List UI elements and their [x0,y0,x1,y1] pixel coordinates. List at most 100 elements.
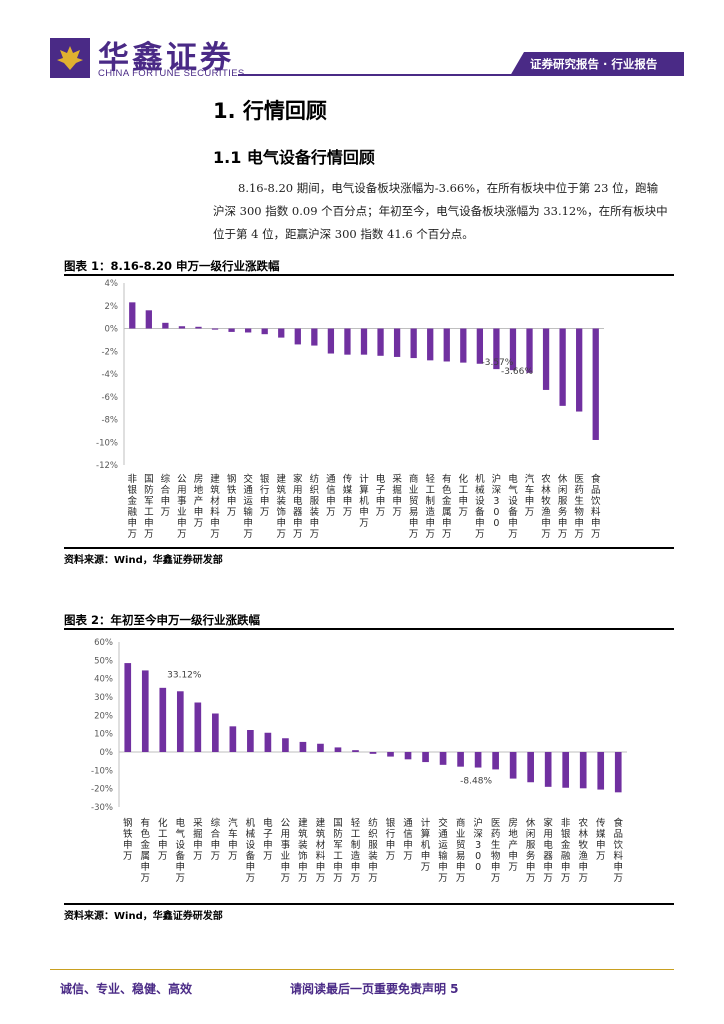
y-tick-label: -6% [101,393,118,403]
y-tick-label: 60% [94,638,113,648]
chart-1: 4% 2% 0% -2% -4% -6% -8% -10% -12% 非银金融申万国防军工申万综合… [96,279,604,540]
figure1-bottom-rule [64,547,674,549]
bar [159,687,167,752]
bar [443,328,450,362]
category-label: 公用事业申万 [281,818,291,884]
brand-name-en: CHINA FORTUNE SECURITIES [98,68,245,79]
category-label: 轻工制造申万 [351,817,361,884]
bar [278,328,285,338]
category-label: 有色金属申万 [141,817,151,884]
bar [493,328,500,370]
bar [195,326,202,329]
bar [460,328,467,363]
bar [124,663,132,752]
category-label: 综合申万 [161,473,171,518]
y-tick-label: 0% [100,748,114,758]
category-label: 银行申万 [386,817,396,862]
y-tick-label: 20% [94,711,113,721]
bar [334,747,342,752]
category-label: 农林牧渔申万 [541,473,551,540]
bar [614,752,622,793]
y-tick-label: 30% [94,693,113,703]
bar [212,713,219,752]
category-label: 轻工制造申万 [425,473,435,540]
bar [311,328,318,346]
bar [474,752,482,768]
footer-disclaimer-page: 请阅读最后一页重要免责声明 5 [290,982,459,996]
y-tick-label: -8% [101,416,118,426]
bar [145,310,152,329]
category-label: 电子申万 [376,473,386,518]
bar [264,732,272,752]
category-label: 家用电器申万 [543,817,553,884]
bar [369,752,377,754]
bar [327,328,335,354]
bar [178,326,186,329]
bar [439,752,447,765]
category-label: 交通运输申万 [243,473,253,540]
bar [526,328,533,373]
category-label: 休闲服务申万 [526,817,536,884]
bar [509,328,517,371]
bar [592,328,599,440]
paragraph-line: 沪深 300 指数 0.09 个百分点；年初至今，电气设备板块涨幅为 33.12… [213,204,668,218]
category-label: 国防军工申万 [144,474,154,540]
bar [377,328,384,356]
bar [299,741,307,752]
bar [542,328,550,390]
header-tag-text: 证券研究报告 · 行业报告 [530,57,658,71]
category-label: 国防军工申万 [333,818,343,884]
category-label: 汽车申万 [228,817,238,862]
category-label: 建筑装饰申万 [276,473,286,540]
y-tick-label: 2% [105,302,119,312]
subsection-title: 1.1 电气设备行情回顾 [213,148,375,167]
category-label: 钢铁申万 [123,817,133,862]
y-tick-label: -2% [101,347,118,357]
category-label: 电气设备申万 [176,817,186,884]
brand-logo-icon [50,38,90,78]
category-label: 有色金属申万 [442,473,452,540]
paragraph-line: 位于第 4 位，距赢沪深 300 指数 41.6 个百分点。 [213,227,474,241]
category-label: 电气设备申万 [508,473,518,540]
category-label: 家用电器申万 [293,473,303,540]
figure1-title: 图表 1：8.16-8.20 申万一级行业涨跌幅 [64,259,280,273]
brand-name: 华鑫证券 [98,40,234,76]
y-tick-label: -10% [91,766,113,776]
bar [393,328,401,357]
category-label: 化工申万 [459,473,469,518]
y-tick-label: 50% [94,656,113,666]
category-label: 沪深 3 0 0 [492,473,502,529]
bar [576,328,583,412]
category-label: 纺织服装申万 [310,473,320,540]
category-label: 医药生物申万 [574,474,584,540]
bar [211,328,219,330]
data-label: -3.66% [501,367,533,377]
bar [282,738,289,752]
category-label: 银行申万 [260,473,270,518]
data-label: -3.57% [481,358,513,368]
y-tick-label: 0% [105,325,119,335]
bar [492,752,499,770]
y-tick-label: 40% [94,675,113,685]
bar [162,322,169,329]
bar [387,752,394,757]
figure2-top-rule [64,628,674,630]
category-label: 房地产申万 [508,817,518,873]
data-label: -8.48% [460,777,492,787]
bar [597,752,605,790]
figure2-bottom-rule [64,903,674,905]
y-tick-label: -30% [91,803,113,813]
bar [544,752,552,787]
y-tick-label: -20% [91,785,113,795]
bar [247,730,254,752]
data-label: 33.12% [167,670,202,680]
category-label: 传媒申万 [343,473,353,518]
y-tick-label: 4% [105,279,119,289]
category-label: 休闲服务申万 [558,473,568,540]
category-label: 非银金融申万 [128,473,138,540]
bar [360,328,368,355]
category-label: 汽车申万 [525,473,535,518]
bar [427,328,434,361]
section-title: 1. 行情回顾 [213,99,327,123]
category-label: 商业贸易申万 [456,817,466,884]
